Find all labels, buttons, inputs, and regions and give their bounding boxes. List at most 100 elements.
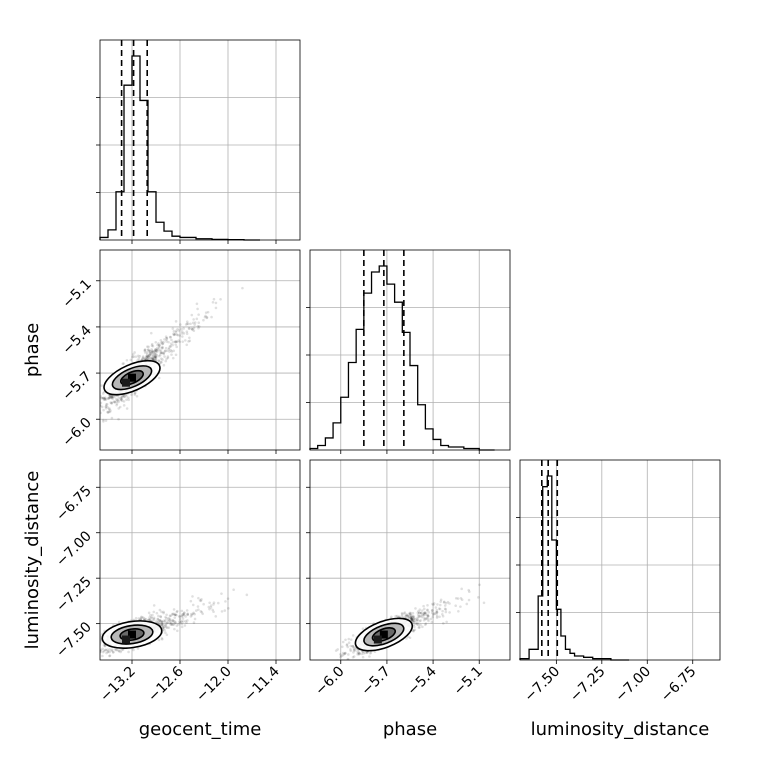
scatter-point xyxy=(104,406,108,410)
scatter-point xyxy=(160,624,164,628)
scatter-point xyxy=(418,608,422,611)
scatter-point xyxy=(412,615,416,619)
scatter-point xyxy=(182,332,186,335)
scatter-point xyxy=(415,623,419,626)
scatter-point xyxy=(200,610,204,614)
scatter-point xyxy=(454,604,457,607)
scatter-point xyxy=(411,615,415,619)
scatter-point xyxy=(153,352,157,356)
scatter-point xyxy=(416,621,419,625)
scatter-point xyxy=(103,644,107,648)
scatter-point xyxy=(439,598,443,602)
scatter-point xyxy=(106,648,109,652)
scatter-point xyxy=(165,633,169,637)
scatter-point xyxy=(439,600,442,603)
scatter-point xyxy=(181,612,185,616)
scatter-point xyxy=(176,327,179,331)
scatter-point xyxy=(166,356,170,360)
scatter-point xyxy=(95,643,98,646)
scatter-point xyxy=(220,592,223,595)
scatter-point xyxy=(125,359,129,362)
scatter-point xyxy=(412,617,416,620)
scatter-point xyxy=(161,626,165,629)
scatter-point xyxy=(161,346,164,350)
scatter-point xyxy=(178,334,182,337)
scatter-point xyxy=(172,623,175,626)
scatter-point xyxy=(409,613,412,617)
scatter-point xyxy=(103,644,107,648)
scatter-point xyxy=(163,350,167,353)
scatter-point xyxy=(150,350,154,354)
density-peak xyxy=(128,630,136,639)
scatter-point xyxy=(351,644,354,648)
scatter-point xyxy=(117,649,120,652)
scatter-point xyxy=(344,651,347,655)
scatter-point xyxy=(151,349,154,353)
scatter-point xyxy=(175,610,179,614)
scatter-point xyxy=(151,357,155,361)
scatter-point xyxy=(107,396,110,400)
scatter-point xyxy=(159,357,163,360)
scatter-point xyxy=(120,395,124,399)
scatter-point xyxy=(185,332,189,336)
scatter-point xyxy=(195,317,199,321)
y-tick-label-luminosity_distance: −7.25 xyxy=(53,574,95,616)
x-tick-label-geocent_time: −12.6 xyxy=(145,663,187,705)
scatter-point xyxy=(102,418,105,422)
scatter-point xyxy=(150,342,154,346)
scatter-point xyxy=(181,620,185,623)
scatter-point xyxy=(361,627,365,631)
scatter-point xyxy=(360,652,364,656)
scatter-point xyxy=(134,616,138,620)
scatter-point xyxy=(410,618,414,621)
scatter-point xyxy=(108,410,112,414)
scatter-point xyxy=(414,607,417,610)
scatter-point xyxy=(144,357,147,360)
scatter-point xyxy=(168,335,172,339)
scatter-point xyxy=(133,391,137,395)
scatter-point xyxy=(115,648,119,651)
scatter-point xyxy=(456,597,460,600)
histogram-geocent_time xyxy=(99,55,260,241)
scatter-point xyxy=(173,613,177,617)
scatter-point xyxy=(180,620,183,623)
scatter-point xyxy=(115,397,118,401)
scatter-point xyxy=(426,608,429,612)
scatter-point xyxy=(442,601,446,604)
scatter-point xyxy=(100,648,103,652)
scatter-point xyxy=(417,615,421,619)
scatter-point xyxy=(153,358,157,361)
scatter-point xyxy=(101,647,104,651)
scatter-point xyxy=(166,618,170,621)
scatter-point xyxy=(210,315,213,319)
scatter-point xyxy=(191,595,194,598)
scatter-point xyxy=(96,402,99,405)
y-tick-label-luminosity_distance: −7.00 xyxy=(53,528,95,570)
scatter-point xyxy=(86,649,89,652)
scatter-point xyxy=(189,599,193,603)
scatter-point xyxy=(161,626,165,630)
scatter-point xyxy=(191,321,195,325)
scatter-point xyxy=(152,616,156,620)
scatter-point xyxy=(110,396,114,400)
scatter-point xyxy=(180,625,184,629)
scatter-point xyxy=(165,349,169,353)
scatter-point xyxy=(151,356,155,360)
scatter-point xyxy=(130,393,133,396)
scatter-point xyxy=(421,625,424,629)
scatter-point xyxy=(188,339,192,343)
scatter-panel-geocent_time-luminosity_distance xyxy=(86,459,301,664)
scatter-point xyxy=(104,405,108,409)
scatter-point xyxy=(405,613,409,617)
scatter-point xyxy=(410,618,414,621)
scatter-point xyxy=(185,609,189,612)
scatter-point xyxy=(113,400,117,404)
scatter-point xyxy=(352,645,356,649)
scatter-point xyxy=(116,398,119,402)
histogram-panel-geocent_time xyxy=(96,39,301,244)
scatter-point xyxy=(424,622,428,625)
scatter-point xyxy=(125,407,129,410)
scatter-point xyxy=(155,611,159,615)
scatter-point xyxy=(92,407,95,410)
scatter-point xyxy=(181,340,185,343)
